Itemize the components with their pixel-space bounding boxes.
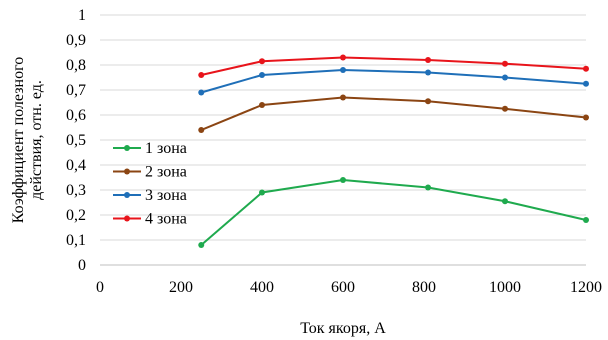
legend: 1 зона 2 зона 3 зона 4 зона [113, 140, 187, 228]
x-tick-label: 1200 [570, 279, 602, 296]
data-point [425, 98, 432, 105]
data-point [502, 198, 508, 205]
y-tick-label: 0,8 [66, 57, 86, 74]
x-tick-label: 200 [169, 279, 193, 296]
legend-marker [124, 145, 130, 151]
data-point [198, 89, 205, 96]
y-tick-label: 0 [78, 257, 86, 274]
series-line [200, 96, 587, 131]
legend-label: 2 зона [145, 164, 187, 181]
x-tick-label: 1000 [489, 279, 521, 296]
x-tick-label: 0 [96, 279, 104, 296]
y-tick-label: 0,6 [66, 107, 86, 124]
gridlines [100, 14, 586, 266]
y-tick-label: 0,4 [66, 157, 86, 174]
legend-marker [124, 192, 130, 198]
y-tick-labels: 0 0,1 0,2 0,3 0,4 0,5 0,6 0,7 0,8 0,9 1 [66, 7, 86, 274]
x-axis-title: Ток якоря, А [300, 320, 386, 337]
y-tick-label: 1 [78, 7, 86, 24]
y-tick-label: 0,2 [66, 207, 86, 224]
data-point [502, 74, 508, 81]
data-point [259, 102, 265, 108]
data-point [259, 72, 265, 78]
data-point [583, 65, 589, 72]
legend-marker [124, 168, 130, 175]
data-point [340, 67, 346, 73]
data-point [259, 58, 265, 65]
y-tick-label: 0,9 [66, 32, 86, 49]
x-tick-labels: 0 200 400 600 800 1000 1200 [96, 279, 602, 296]
data-point [425, 184, 432, 191]
y-tick-label: 0,1 [66, 232, 86, 249]
data-point [259, 189, 265, 196]
data-point [425, 57, 432, 63]
data-point [502, 105, 508, 112]
data-point [502, 60, 508, 67]
series-group [198, 54, 589, 248]
legend-marker [124, 215, 130, 222]
x-tick-label: 400 [250, 279, 274, 296]
legend-label: 1 зона [145, 140, 187, 157]
x-tick-label: 600 [331, 279, 355, 296]
series-line [200, 68, 587, 94]
x-tick-label: 800 [412, 279, 436, 296]
data-point [198, 72, 205, 78]
data-point [583, 114, 589, 121]
legend-label: 4 зона [145, 211, 187, 228]
data-point [198, 242, 205, 248]
data-point [340, 54, 346, 61]
y-tick-label: 0,7 [66, 82, 86, 99]
data-point [583, 217, 589, 223]
y-tick-label: 0,5 [66, 132, 86, 149]
legend-label: 3 зона [145, 187, 187, 204]
y-axis-title: Коэффициент полезногодействия, отн. ед. [10, 57, 45, 224]
y-tick-label: 0,3 [66, 182, 86, 199]
data-point [425, 69, 432, 76]
series-line [201, 56, 587, 76]
data-point [340, 94, 346, 101]
data-point [198, 127, 205, 133]
series-line [200, 178, 587, 246]
data-point [340, 177, 346, 183]
data-point [583, 80, 589, 87]
